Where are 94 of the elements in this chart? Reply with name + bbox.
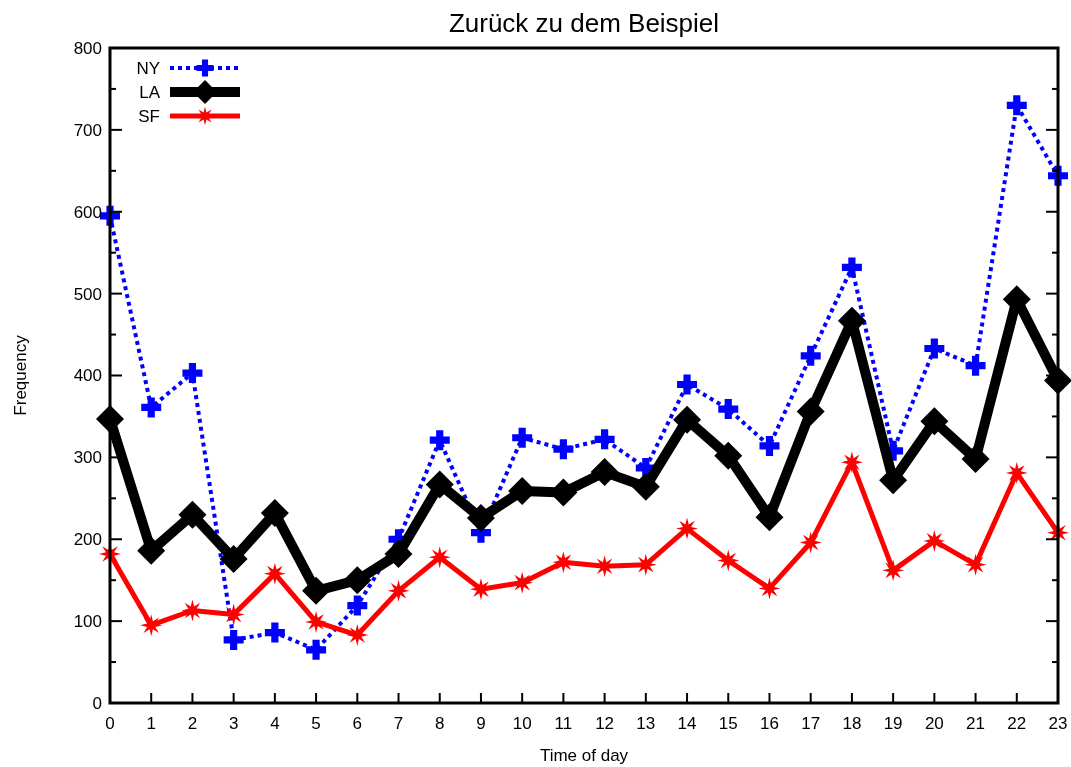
point xyxy=(223,629,244,650)
x-tick-label: 17 xyxy=(801,714,821,733)
point xyxy=(800,345,821,366)
y-tick-label: 300 xyxy=(73,448,102,468)
y-tick-label: 100 xyxy=(73,612,102,632)
y-tick-label: 600 xyxy=(73,202,102,222)
point xyxy=(302,576,331,605)
point xyxy=(923,529,946,552)
point xyxy=(673,405,702,434)
legend-label: LA xyxy=(139,82,161,102)
y-tick-label: 800 xyxy=(73,38,102,58)
point xyxy=(140,614,163,637)
point xyxy=(219,544,248,573)
x-tick-label: 14 xyxy=(677,714,697,733)
x-tick-label: 7 xyxy=(393,714,404,733)
y-tick-label: 700 xyxy=(73,120,102,140)
point xyxy=(306,639,327,660)
point xyxy=(964,553,987,576)
point xyxy=(347,595,368,616)
y-tick-label: 200 xyxy=(73,530,102,550)
point xyxy=(141,397,162,418)
y-tick-label: 500 xyxy=(73,284,102,304)
x-tick-label: 11 xyxy=(554,714,573,733)
point xyxy=(553,439,574,460)
point xyxy=(425,470,454,499)
point xyxy=(181,599,204,622)
point xyxy=(1006,95,1027,116)
point xyxy=(428,546,451,569)
x-tick-label: 10 xyxy=(512,714,532,733)
point xyxy=(263,562,286,585)
point xyxy=(346,624,369,647)
point xyxy=(384,539,413,568)
point xyxy=(965,355,986,376)
point xyxy=(594,429,615,450)
x-tick-label: 16 xyxy=(760,714,779,733)
point xyxy=(755,503,784,532)
point xyxy=(676,517,699,540)
x-tick-label: 19 xyxy=(883,714,903,733)
point xyxy=(429,430,450,451)
point xyxy=(714,441,743,470)
point xyxy=(717,549,740,572)
point xyxy=(511,571,534,594)
point xyxy=(260,499,289,528)
x-tick-label: 20 xyxy=(924,714,944,733)
point xyxy=(178,500,207,529)
x-tick-label: 2 xyxy=(187,714,198,733)
point xyxy=(677,374,698,395)
y-axis-title: Frequency xyxy=(11,334,30,416)
point xyxy=(796,397,825,426)
point xyxy=(466,503,495,532)
point xyxy=(469,578,492,601)
y-tick-label: 0 xyxy=(92,693,102,713)
x-tick-label: 23 xyxy=(1048,714,1068,733)
x-axis-title: Time of day xyxy=(539,746,629,765)
point xyxy=(590,458,619,487)
point xyxy=(879,466,908,495)
point xyxy=(593,555,616,578)
x-tick-label: 1 xyxy=(146,714,156,733)
point xyxy=(264,622,285,643)
x-tick-label: 21 xyxy=(966,714,986,733)
point xyxy=(920,407,949,436)
point xyxy=(1005,461,1028,484)
x-tick-label: 3 xyxy=(228,714,239,733)
x-tick-label: 15 xyxy=(718,714,738,733)
point xyxy=(137,536,166,565)
point xyxy=(182,363,203,384)
point xyxy=(961,445,990,474)
legend-label: SF xyxy=(138,106,160,126)
x-tick-label: 0 xyxy=(105,714,115,733)
point xyxy=(631,472,660,501)
point xyxy=(840,451,863,474)
chart-title: Zurück zu dem Beispiel xyxy=(448,8,720,38)
x-tick-label: 4 xyxy=(270,714,280,733)
x-tick-label: 18 xyxy=(842,714,862,733)
x-tick-label: 6 xyxy=(352,714,363,733)
y-tick-label: 400 xyxy=(73,366,102,386)
point xyxy=(758,577,781,600)
point xyxy=(718,399,739,420)
x-tick-label: 12 xyxy=(595,714,615,733)
point xyxy=(387,579,410,602)
x-tick-label: 22 xyxy=(1007,714,1027,733)
point xyxy=(343,566,372,595)
point xyxy=(512,427,533,448)
point xyxy=(759,435,780,456)
legend-label: NY xyxy=(136,58,160,78)
point xyxy=(924,338,945,359)
x-tick-label: 8 xyxy=(435,714,445,733)
x-tick-label: 5 xyxy=(311,714,321,733)
point xyxy=(841,257,862,278)
point xyxy=(799,531,822,554)
x-tick-label: 9 xyxy=(476,714,486,733)
x-tick-label: 13 xyxy=(636,714,656,733)
point xyxy=(305,610,328,633)
point xyxy=(882,559,905,582)
